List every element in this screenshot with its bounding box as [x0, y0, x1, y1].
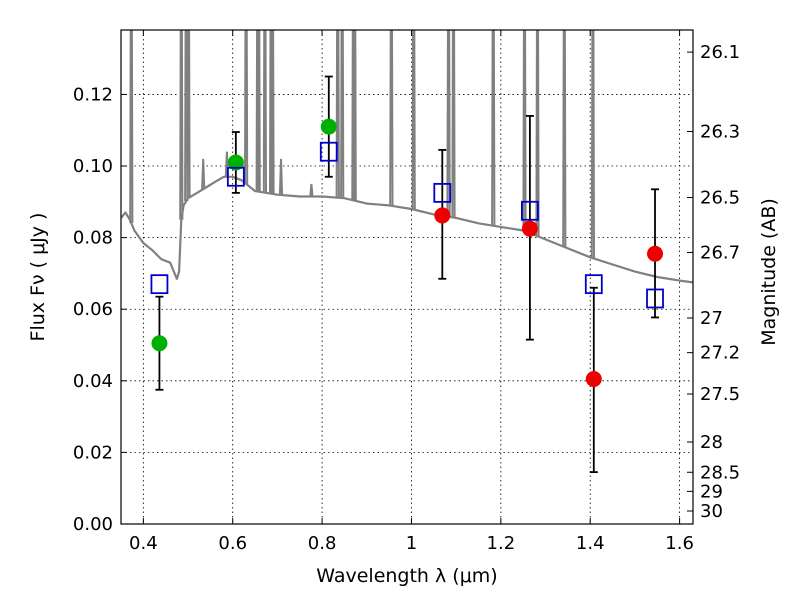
emission-line: [389, 30, 394, 206]
emission-line: [262, 30, 267, 193]
model-box: [646, 288, 664, 309]
y2-tick-label: 27: [700, 308, 723, 329]
y2-tick-label: 27.2: [700, 343, 740, 364]
x-tick-label: 1.6: [665, 533, 694, 554]
model-spectrum-group: [121, 30, 693, 284]
emission-line: [244, 30, 249, 184]
model-box: [319, 141, 338, 162]
y-tick-label: 0.12: [73, 84, 113, 105]
emission-line: [278, 158, 284, 196]
plot-background: [121, 30, 693, 524]
y2-tick-label: 26.7: [700, 242, 740, 263]
emission-line: [522, 30, 527, 232]
emission-line: [340, 30, 345, 199]
emission-line: [270, 30, 275, 194]
y-tick-label: 0.10: [73, 156, 113, 177]
emission-line: [491, 30, 496, 226]
y2-tick-label: 26.3: [700, 121, 740, 142]
detection-points: [151, 118, 664, 388]
x-tick-label: 1: [406, 533, 417, 554]
detection-point-green: [227, 154, 244, 171]
y2-axis-label: Magnitude (AB): [758, 198, 780, 346]
y-tick-label: 0.00: [73, 514, 113, 535]
detection-point-green: [320, 118, 337, 135]
emission-line: [535, 30, 540, 237]
model-box: [584, 274, 603, 295]
model-box: [226, 166, 245, 187]
y2-tick-label: 28.5: [700, 462, 740, 483]
x-axis-label: Wavelength λ (μm): [316, 565, 497, 587]
emission-line: [335, 30, 340, 198]
emission-line: [309, 183, 314, 197]
model-box: [433, 182, 452, 203]
emission-line: [129, 30, 134, 223]
model-boxes: [150, 141, 664, 309]
x-tick-label: 0.4: [129, 533, 158, 554]
y2-tick-label: 30: [700, 501, 723, 522]
data-layer: [121, 30, 693, 473]
y2-tick-label: 28: [700, 432, 723, 453]
emission-line: [256, 30, 261, 192]
y-tick-label: 0.02: [73, 442, 113, 463]
y-tick-label: 0.06: [73, 299, 113, 320]
emission-line: [411, 30, 416, 210]
model-box: [150, 274, 169, 295]
emission-line: [179, 30, 184, 220]
emission-line: [590, 30, 595, 259]
y2-tick-label: 26.1: [700, 42, 740, 63]
plot-frame: [120, 29, 694, 525]
detection-point-red: [647, 245, 664, 262]
y2-tick-label: 29: [700, 481, 723, 502]
y2-tick-label: 27.5: [700, 384, 740, 405]
y-tick-label: 0.04: [73, 371, 113, 392]
y-axis-label: Flux Fν ( μJy ): [27, 213, 49, 342]
emission-line: [186, 30, 191, 199]
detection-point-red: [521, 220, 538, 237]
detection-point-red: [585, 371, 602, 388]
emission-line: [352, 30, 357, 201]
x-tick-label: 0.8: [308, 533, 337, 554]
ticks: 0.4 0.6 0.8 1 1.2 1.4 1.6 0.00 0.02 0.04 0.06 0.08 0…: [73, 30, 740, 554]
emission-line: [451, 30, 456, 218]
x-tick-label: 0.6: [218, 533, 247, 554]
y-tick-label: 0.08: [73, 228, 113, 249]
x-tick-label: 1.2: [487, 533, 516, 554]
model-box: [520, 200, 539, 221]
x-tick-label: 1.4: [576, 533, 605, 554]
y2-tick-label: 26.5: [700, 188, 740, 209]
detection-point-green: [151, 335, 168, 352]
detection-point-red: [434, 207, 451, 224]
model-spectrum-line: [121, 175, 693, 284]
emission-line: [446, 30, 451, 217]
emission-line: [201, 158, 206, 190]
emission-line: [562, 30, 567, 247]
